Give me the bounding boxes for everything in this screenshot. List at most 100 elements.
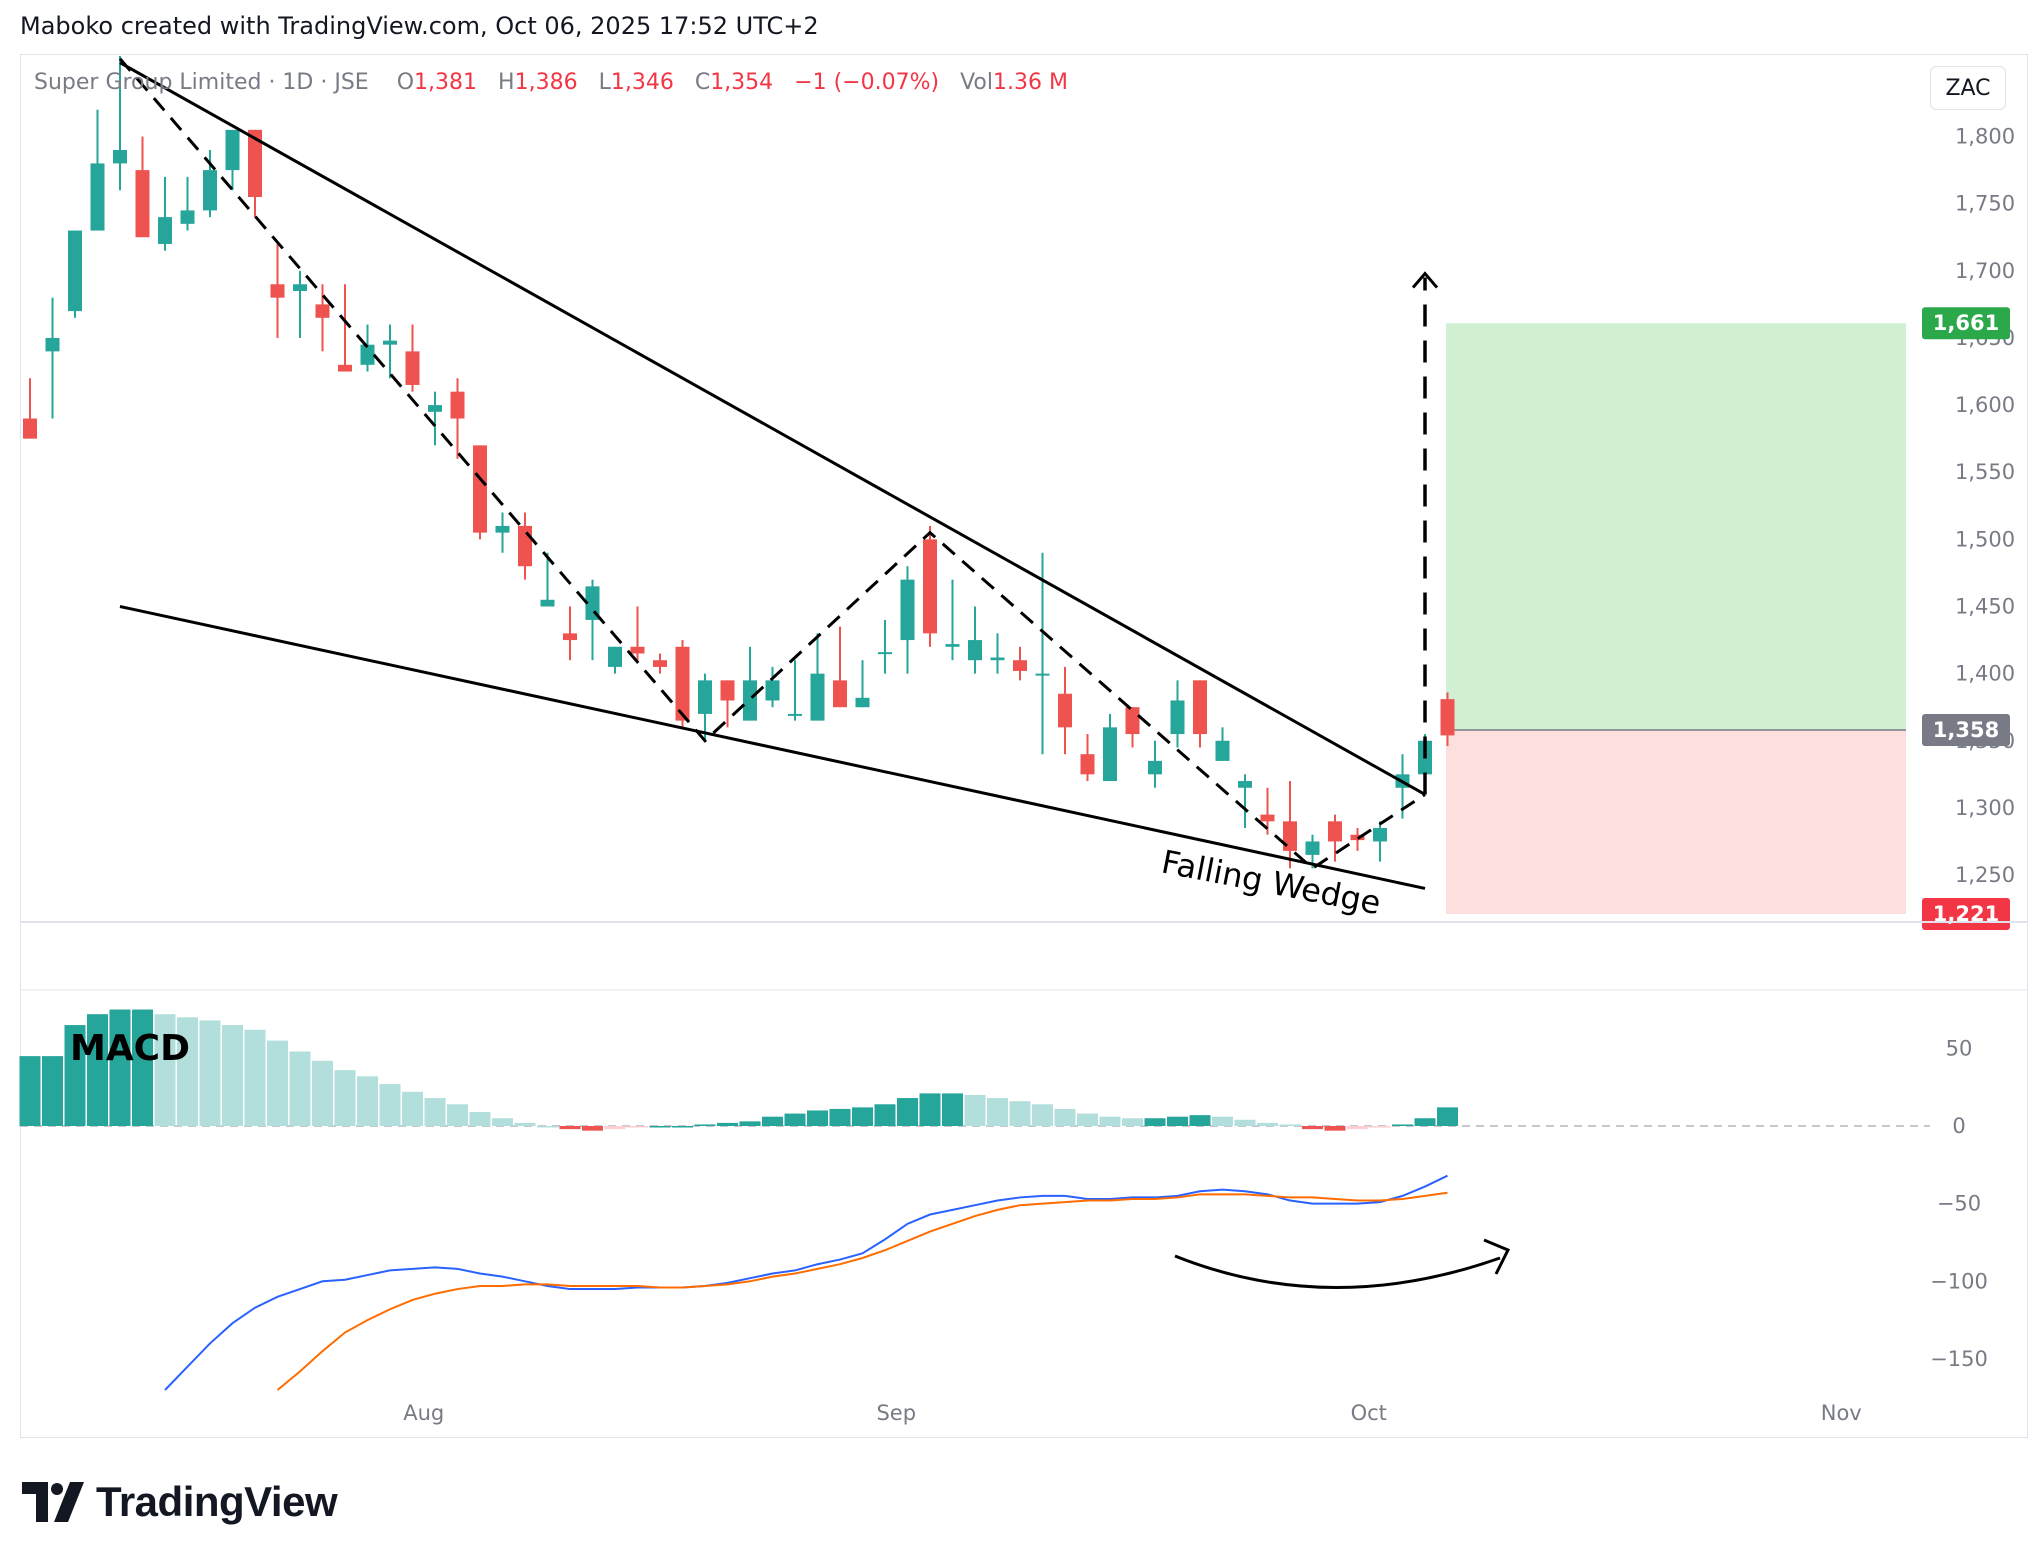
candle[interactable] bbox=[563, 606, 577, 661]
macd-histogram-bar[interactable] bbox=[627, 1126, 648, 1128]
candle[interactable] bbox=[90, 109, 105, 231]
macd-histogram-bar[interactable] bbox=[1414, 1118, 1436, 1126]
currency-button[interactable]: ZAC bbox=[1930, 66, 2006, 110]
candle[interactable] bbox=[1058, 666, 1072, 755]
macd-histogram-bar[interactable] bbox=[1369, 1126, 1391, 1128]
macd-histogram-bar[interactable] bbox=[1257, 1122, 1278, 1126]
macd-histogram-bar[interactable] bbox=[1392, 1124, 1413, 1126]
macd-histogram-bar[interactable] bbox=[739, 1121, 761, 1126]
candle[interactable] bbox=[405, 324, 420, 392]
candle[interactable] bbox=[1283, 781, 1297, 869]
macd-histogram-bar[interactable] bbox=[1054, 1108, 1076, 1126]
macd-histogram-bar[interactable] bbox=[1189, 1115, 1211, 1126]
candle[interactable] bbox=[383, 324, 397, 379]
lower-trendline[interactable] bbox=[119, 605, 1426, 890]
candle[interactable] bbox=[113, 56, 127, 191]
macd-histogram-bar[interactable] bbox=[87, 1014, 108, 1126]
macd-histogram-bar[interactable] bbox=[514, 1122, 536, 1126]
macd-histogram-bar[interactable] bbox=[469, 1112, 491, 1126]
candle[interactable] bbox=[45, 297, 60, 419]
macd-histogram-bar[interactable] bbox=[604, 1126, 626, 1130]
candle[interactable] bbox=[1103, 713, 1117, 782]
macd-histogram-bar[interactable] bbox=[784, 1113, 806, 1126]
candle[interactable] bbox=[293, 270, 307, 338]
candle[interactable] bbox=[810, 633, 825, 721]
macd-histogram-bar[interactable] bbox=[942, 1093, 963, 1126]
candle[interactable] bbox=[1440, 692, 1455, 747]
macd-histogram-bar[interactable] bbox=[694, 1124, 716, 1126]
signal-line[interactable] bbox=[276, 1191, 1448, 1391]
symbol-name[interactable]: Super Group Limited · 1D · JSE bbox=[34, 70, 369, 95]
candle[interactable] bbox=[743, 646, 757, 721]
macd-histogram-bar[interactable] bbox=[334, 1070, 356, 1126]
macd-histogram-bar[interactable] bbox=[64, 1025, 86, 1126]
candle[interactable] bbox=[923, 525, 937, 647]
candle[interactable] bbox=[495, 512, 510, 553]
macd-histogram-bar[interactable] bbox=[1144, 1118, 1166, 1126]
macd-histogram-bar[interactable] bbox=[1212, 1116, 1233, 1126]
candle[interactable] bbox=[698, 673, 712, 741]
macd-histogram-bar[interactable] bbox=[1077, 1113, 1098, 1126]
macd-histogram-bar[interactable] bbox=[1437, 1107, 1458, 1126]
macd-histogram-bar[interactable] bbox=[447, 1104, 468, 1126]
candle[interactable] bbox=[900, 566, 915, 674]
candle[interactable] bbox=[428, 391, 442, 446]
macd-histogram-bar[interactable] bbox=[1302, 1126, 1323, 1130]
candle[interactable] bbox=[1373, 821, 1387, 862]
candle[interactable] bbox=[1148, 740, 1162, 788]
curved-arrow-annotation[interactable] bbox=[1174, 1254, 1501, 1289]
candle[interactable] bbox=[23, 378, 37, 439]
candle[interactable] bbox=[1080, 734, 1095, 782]
candle[interactable] bbox=[518, 512, 532, 580]
macd-histogram-bar[interactable] bbox=[154, 1014, 176, 1126]
macd-histogram-bar[interactable] bbox=[1234, 1119, 1256, 1126]
candle[interactable] bbox=[653, 653, 667, 674]
macd-histogram-bar[interactable] bbox=[379, 1084, 401, 1126]
candle[interactable] bbox=[585, 579, 600, 661]
macd-histogram-bar[interactable] bbox=[132, 1009, 153, 1126]
macd-histogram-bar[interactable] bbox=[357, 1076, 378, 1126]
candle[interactable] bbox=[338, 284, 352, 372]
candle[interactable] bbox=[968, 606, 982, 674]
candle[interactable] bbox=[1328, 814, 1342, 862]
candle[interactable] bbox=[630, 606, 645, 661]
macd-histogram-bar[interactable] bbox=[964, 1094, 986, 1126]
zigzag-path[interactable] bbox=[118, 57, 1426, 871]
macd-histogram-bar[interactable] bbox=[919, 1093, 941, 1126]
tradingview-logo[interactable]: TradingView bbox=[22, 1478, 338, 1526]
macd-histogram-bar[interactable] bbox=[1099, 1116, 1121, 1126]
candle[interactable] bbox=[855, 660, 870, 708]
macd-line[interactable] bbox=[164, 1174, 1448, 1391]
macd-histogram-bar[interactable] bbox=[289, 1051, 311, 1126]
candle[interactable] bbox=[878, 619, 892, 674]
target-zone[interactable] bbox=[1446, 323, 1906, 731]
macd-histogram-bar[interactable] bbox=[874, 1104, 896, 1126]
macd-histogram-bar[interactable] bbox=[492, 1118, 513, 1126]
macd-histogram-bar[interactable] bbox=[42, 1056, 63, 1126]
macd-histogram-bar[interactable] bbox=[1122, 1118, 1143, 1126]
candle[interactable] bbox=[203, 149, 217, 218]
candle[interactable] bbox=[180, 176, 195, 231]
macd-histogram-bar[interactable] bbox=[267, 1040, 288, 1126]
candle[interactable] bbox=[270, 243, 285, 338]
candle[interactable] bbox=[360, 324, 375, 372]
candle[interactable] bbox=[1215, 727, 1230, 761]
candle[interactable] bbox=[473, 445, 487, 540]
candle[interactable] bbox=[608, 646, 622, 674]
candle[interactable] bbox=[248, 129, 262, 218]
macd-histogram-bar[interactable] bbox=[1009, 1101, 1031, 1126]
candle[interactable] bbox=[158, 176, 172, 251]
macd-histogram-bar[interactable] bbox=[1324, 1126, 1346, 1131]
macd-histogram-bar[interactable] bbox=[807, 1110, 828, 1126]
macd-histogram-bar[interactable] bbox=[987, 1098, 1008, 1126]
macd-histogram-bar[interactable] bbox=[582, 1126, 603, 1131]
macd-histogram-bar[interactable] bbox=[537, 1126, 558, 1128]
upper-trendline[interactable] bbox=[119, 61, 1426, 796]
macd-histogram-bar[interactable] bbox=[222, 1025, 243, 1126]
stop-zone[interactable] bbox=[1446, 730, 1906, 914]
macd-histogram-bar[interactable] bbox=[19, 1056, 41, 1126]
macd-histogram-bar[interactable] bbox=[177, 1017, 198, 1126]
macd-histogram-bar[interactable] bbox=[1032, 1104, 1053, 1126]
candle[interactable] bbox=[1238, 774, 1252, 829]
